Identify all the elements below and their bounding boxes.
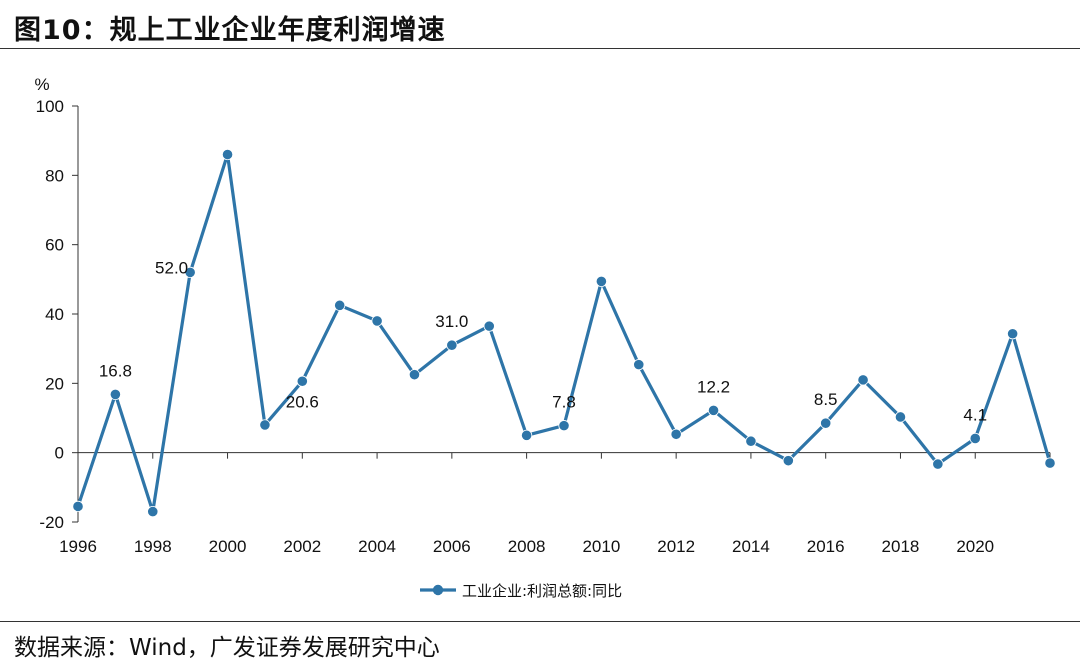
data-label: 12.2: [697, 377, 730, 396]
data-point: [595, 275, 607, 288]
data-point: [745, 435, 757, 447]
source-note: 数据来源：Wind，广发证券发展研究中心: [14, 635, 440, 661]
y-tick-label: 60: [45, 236, 64, 255]
data-label: 8.5: [814, 390, 838, 409]
data-point: [147, 505, 159, 518]
y-tick-label: 0: [55, 444, 64, 463]
x-tick-label: 2012: [657, 537, 695, 556]
series-group: [72, 148, 1056, 518]
y-tick-label: 100: [36, 97, 64, 116]
data-label: 52.0: [155, 258, 188, 277]
y-tick-label: 20: [45, 374, 64, 393]
data-point: [446, 339, 458, 351]
data-label: 4.1: [963, 405, 987, 424]
data-labels: 16.8 52.0 20.6 31.0 7.8 12.2 8.5 4.1: [99, 258, 987, 424]
data-point: [857, 374, 869, 386]
data-point: [296, 375, 308, 387]
x-tick-label: 2010: [582, 537, 620, 556]
data-label: 16.8: [99, 361, 132, 380]
x-tick-label: 2004: [358, 537, 396, 556]
data-point: [1007, 328, 1019, 340]
y-tick-label: -20: [39, 513, 64, 532]
x-axis: 1996 1998 2000 2002 2004 2006 2008 2010 2012 2014…: [59, 452, 1051, 556]
x-tick-label: 2002: [283, 537, 321, 556]
y-tick-label: 40: [45, 305, 64, 324]
data-point: [820, 417, 832, 429]
legend-marker: [432, 584, 444, 596]
data-point: [782, 455, 794, 467]
data-point: [483, 320, 495, 332]
y-tick-label: 80: [45, 166, 64, 185]
x-tick-label: 2020: [956, 537, 994, 556]
x-tick-label: 2006: [433, 537, 471, 556]
data-point: [558, 420, 570, 432]
data-point: [894, 411, 907, 423]
data-point: [408, 369, 421, 381]
data-label: 31.0: [435, 312, 468, 331]
data-label: 20.6: [286, 392, 319, 411]
data-point: [521, 429, 533, 441]
data-point: [109, 388, 121, 401]
figure-title: 图10：规上工业企业年度利润增速: [14, 15, 446, 46]
data-point: [670, 428, 682, 440]
data-label: 7.8: [552, 393, 576, 412]
data-point: [633, 359, 645, 371]
data-point: [259, 419, 271, 431]
x-tick-label: 2014: [732, 537, 770, 556]
y-axis: % -20 0 20 40 60 80 100: [34, 75, 79, 532]
bottom-divider: [0, 621, 1080, 622]
data-point: [969, 432, 981, 445]
data-point: [932, 458, 944, 470]
top-divider: [0, 48, 1080, 49]
series-line: [76, 152, 1052, 514]
data-point: [371, 315, 383, 327]
data-point: [72, 500, 84, 512]
data-point: [221, 148, 234, 161]
x-tick-label: 2016: [807, 537, 845, 556]
legend: 工业企业:利润总额:同比: [420, 582, 622, 600]
data-point: [707, 404, 720, 416]
x-tick-label: 2018: [882, 537, 920, 556]
x-tick-label: 1998: [134, 537, 172, 556]
data-point: [184, 266, 196, 278]
data-point: [1044, 457, 1056, 469]
line-chart: % -20 0 20 40 60 80 100 1996 1998 2000 2002 2004 200…: [34, 75, 1056, 600]
legend-label: 工业企业:利润总额:同比: [462, 582, 622, 600]
data-point: [334, 299, 346, 311]
x-tick-label: 2008: [508, 537, 546, 556]
y-axis-unit: %: [34, 75, 49, 94]
x-tick-label: 2000: [209, 537, 247, 556]
x-tick-label: 1996: [59, 537, 97, 556]
